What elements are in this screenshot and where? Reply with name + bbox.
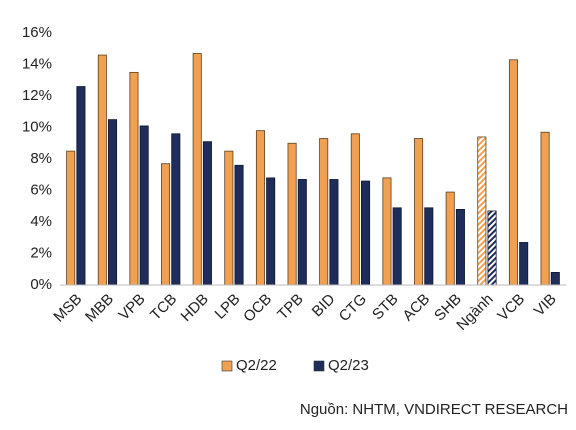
bar bbox=[414, 138, 424, 286]
bar bbox=[76, 86, 86, 286]
x-tick-label: BID bbox=[309, 291, 339, 321]
x-tick-label: VPB bbox=[115, 291, 148, 324]
bar bbox=[129, 71, 139, 286]
x-tick-label: TCB bbox=[147, 291, 180, 324]
bar bbox=[108, 119, 118, 286]
bar bbox=[455, 208, 465, 286]
x-tick-label: ACB bbox=[399, 291, 433, 325]
x-tick-label: VIB bbox=[531, 291, 560, 320]
y-tick-label: 6% bbox=[30, 181, 52, 198]
x-tick-label: LPB bbox=[211, 291, 243, 323]
y-tick-label: 0% bbox=[30, 276, 52, 293]
y-tick-label: 2% bbox=[30, 244, 52, 261]
y-tick-label: 8% bbox=[30, 150, 52, 167]
bar bbox=[66, 150, 76, 286]
bar bbox=[508, 59, 518, 286]
bar bbox=[350, 133, 360, 286]
legend-swatch bbox=[221, 360, 233, 372]
bar bbox=[550, 271, 560, 286]
bar bbox=[519, 242, 529, 286]
bar bbox=[171, 133, 181, 286]
x-tick-label: OCB bbox=[240, 291, 275, 326]
x-tick-label: STB bbox=[369, 291, 402, 324]
bar bbox=[297, 179, 307, 286]
bar bbox=[97, 54, 107, 286]
x-tick-label: MSB bbox=[50, 291, 85, 326]
bar bbox=[319, 138, 329, 286]
bar bbox=[266, 177, 276, 286]
y-tick-label: 16% bbox=[22, 24, 52, 41]
bar bbox=[192, 53, 202, 286]
bar bbox=[540, 131, 550, 286]
y-tick-label: 12% bbox=[22, 87, 52, 104]
source-note: Nguồn: NHTM, VNDIRECT RESEARCH bbox=[300, 401, 568, 418]
x-tick-label: HDB bbox=[178, 291, 212, 325]
bar bbox=[255, 130, 265, 286]
bar bbox=[392, 207, 402, 286]
bar bbox=[202, 141, 212, 286]
legend-label: Q2/22 bbox=[236, 357, 277, 374]
bar bbox=[224, 150, 234, 286]
bar bbox=[424, 207, 434, 286]
x-tick-label: Ngành bbox=[453, 291, 496, 334]
x-tick-label: MBB bbox=[82, 291, 117, 326]
legend-label: Q2/23 bbox=[328, 357, 369, 374]
bar bbox=[329, 179, 339, 286]
bar bbox=[487, 210, 497, 286]
bar bbox=[234, 164, 244, 286]
x-tick-label: VCB bbox=[494, 291, 528, 325]
bar bbox=[477, 136, 487, 286]
bar bbox=[445, 191, 455, 286]
bar bbox=[382, 177, 392, 286]
x-tick-label: CTG bbox=[336, 291, 370, 325]
bar bbox=[161, 163, 171, 286]
bar bbox=[361, 180, 371, 286]
bar bbox=[287, 142, 297, 286]
y-tick-label: 10% bbox=[22, 118, 52, 135]
x-tick-label: TPB bbox=[274, 291, 307, 324]
y-tick-label: 4% bbox=[30, 213, 52, 230]
y-tick-label: 14% bbox=[22, 55, 52, 72]
bar bbox=[139, 125, 149, 286]
legend-swatch bbox=[313, 360, 325, 372]
